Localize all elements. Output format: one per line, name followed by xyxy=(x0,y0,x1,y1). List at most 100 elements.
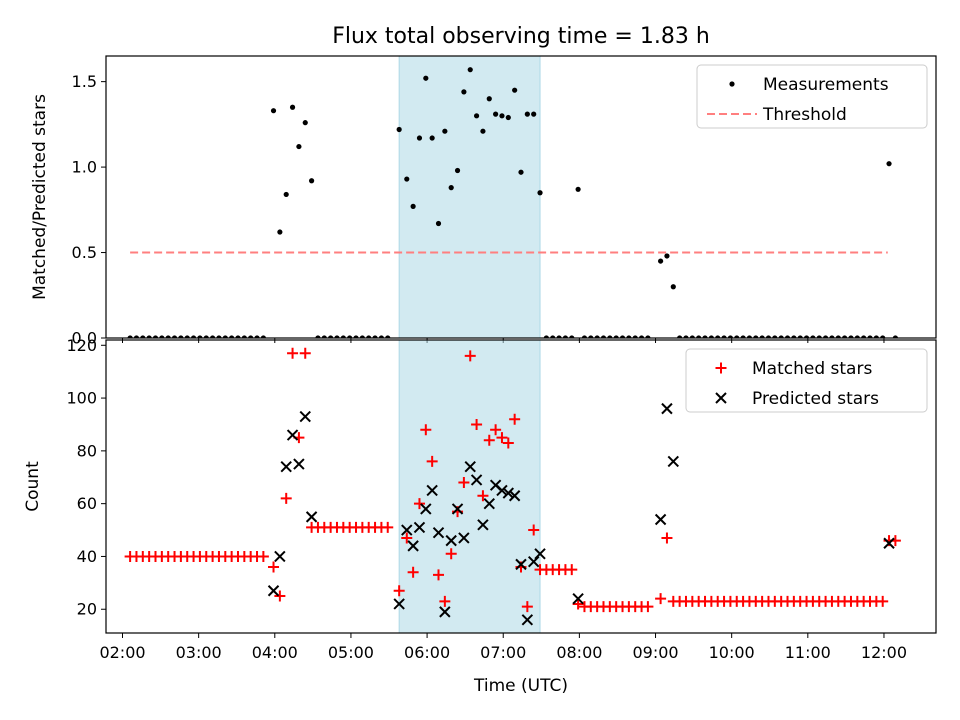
plot-area xyxy=(124,340,901,633)
data-point xyxy=(493,111,499,117)
data-point xyxy=(765,335,772,338)
data-point xyxy=(184,335,190,338)
data-point xyxy=(854,335,860,338)
data-point xyxy=(393,598,405,610)
data-point xyxy=(451,503,464,515)
data-point xyxy=(759,335,765,338)
x-tick-label: 10:00 xyxy=(709,643,755,662)
data-point xyxy=(464,350,476,362)
x-tick-label: 04:00 xyxy=(252,643,298,662)
data-point xyxy=(315,335,321,338)
data-point xyxy=(715,335,721,338)
data-point xyxy=(727,335,734,338)
legend-box xyxy=(696,64,928,129)
data-point xyxy=(299,410,311,423)
data-point xyxy=(420,503,432,515)
data-point xyxy=(270,108,277,114)
data-point xyxy=(359,335,365,338)
y-tick-label: 0.5 xyxy=(72,243,97,262)
data-point xyxy=(347,335,353,338)
x-axis-label: Time (UTC) xyxy=(473,676,568,696)
data-point xyxy=(524,111,530,117)
data-point xyxy=(835,335,841,338)
x-tick-label: 07:00 xyxy=(480,643,526,662)
data-point xyxy=(664,253,670,259)
y-tick-label: 60 xyxy=(77,494,97,513)
y-axis-label: Count xyxy=(23,461,43,512)
data-point xyxy=(203,335,209,338)
data-point xyxy=(401,524,413,536)
data-point xyxy=(502,487,515,499)
data-point xyxy=(518,169,524,175)
data-point xyxy=(509,413,521,425)
data-point xyxy=(393,585,405,597)
data-point xyxy=(550,335,556,338)
data-point xyxy=(287,347,299,359)
data-point xyxy=(505,114,511,121)
data-point xyxy=(426,484,438,497)
data-point xyxy=(286,429,299,441)
data-point xyxy=(791,335,797,338)
data-point xyxy=(146,335,152,338)
data-point xyxy=(222,335,228,338)
legend-marker xyxy=(729,81,735,87)
data-point xyxy=(638,335,645,338)
legend-box xyxy=(685,348,928,413)
data-point xyxy=(600,335,607,338)
data-point xyxy=(619,335,626,338)
data-point xyxy=(829,335,835,338)
data-point xyxy=(396,126,402,133)
data-point xyxy=(260,335,266,338)
data-point xyxy=(235,335,241,338)
y-axis-label: Matched/Predicted stars xyxy=(30,94,50,300)
data-point xyxy=(670,284,676,290)
data-point xyxy=(268,561,280,573)
data-point xyxy=(458,532,470,544)
data-point xyxy=(305,511,318,523)
observing-window-band xyxy=(398,340,541,633)
y-tick-label: 120 xyxy=(66,336,97,355)
data-point xyxy=(581,335,588,338)
data-point xyxy=(165,335,171,338)
data-point xyxy=(254,335,260,338)
data-point xyxy=(490,424,502,436)
data-point xyxy=(861,335,867,338)
data-point xyxy=(508,490,521,502)
data-point xyxy=(480,128,486,134)
data-point xyxy=(241,335,247,338)
data-point xyxy=(140,335,146,338)
data-point xyxy=(772,335,778,338)
y-tick-label: 80 xyxy=(77,441,97,460)
legend: Matched stars Predicted stars xyxy=(685,348,928,413)
data-point xyxy=(426,455,438,467)
data-point xyxy=(562,335,569,338)
data-point xyxy=(439,595,451,607)
legend-label: Predicted stars xyxy=(752,389,879,409)
data-point xyxy=(448,185,454,191)
data-point xyxy=(575,186,581,192)
data-point xyxy=(404,176,410,182)
data-point xyxy=(702,335,708,338)
data-point xyxy=(886,161,892,167)
x-tick-label: 05:00 xyxy=(328,643,374,662)
data-point xyxy=(127,335,133,338)
legend-label: Threshold xyxy=(762,105,847,125)
data-point xyxy=(607,335,613,338)
x-tick-label: 08:00 xyxy=(556,643,602,662)
data-point xyxy=(842,335,848,338)
data-point xyxy=(521,614,534,626)
data-point xyxy=(410,203,416,209)
data-point xyxy=(159,335,165,338)
data-point xyxy=(521,601,533,613)
observing-window-band xyxy=(398,56,541,338)
data-point xyxy=(677,335,683,338)
data-point xyxy=(293,458,305,470)
series-predicted-stars xyxy=(267,402,895,626)
data-point xyxy=(274,550,286,563)
data-point xyxy=(848,335,854,338)
data-point xyxy=(413,498,425,510)
legend-label: Matched stars xyxy=(752,359,872,379)
count-panel: 20 40 60 80 100 120 02:00 03:00 04:00 05:00 06:00 0… xyxy=(23,336,937,662)
data-point xyxy=(299,347,311,359)
